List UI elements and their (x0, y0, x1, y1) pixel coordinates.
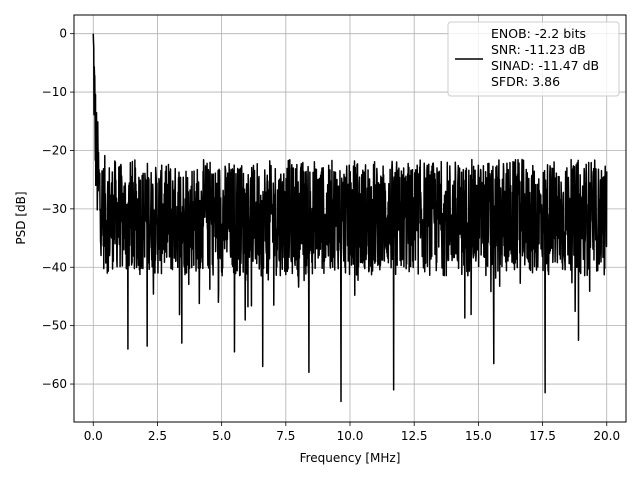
x-tick-label: 17.5 (529, 429, 556, 443)
y-tick-label: 0 (59, 27, 67, 41)
y-tick-label: −60 (42, 377, 67, 391)
x-tick-label: 10.0 (337, 429, 364, 443)
legend-sinad: SINAD: -11.47 dB (491, 58, 599, 73)
legend-enob: ENOB: -2.2 bits (491, 26, 586, 41)
y-tick-label: −30 (42, 202, 67, 216)
x-tick-label: 7.5 (276, 429, 295, 443)
legend-snr: SNR: -11.23 dB (491, 42, 586, 57)
x-tick-label: 12.5 (401, 429, 428, 443)
x-tick-label: 5.0 (212, 429, 231, 443)
y-tick-label: −40 (42, 260, 67, 274)
x-tick-label: 2.5 (148, 429, 167, 443)
x-tick-label: 15.0 (465, 429, 492, 443)
legend: ENOB: -2.2 bits SNR: -11.23 dB SINAD: -1… (447, 21, 620, 97)
x-axis-label: Frequency [MHz] (300, 451, 401, 465)
y-tick-label: −20 (42, 143, 67, 157)
x-axis-ticks: 0.0 2.5 5.0 7.5 10.0 12.5 15.0 17.5 20.0 (84, 422, 620, 443)
y-tick-label: −50 (42, 319, 67, 333)
legend-box (447, 21, 620, 97)
legend-sfdr: SFDR: 3.86 (491, 74, 560, 89)
y-axis-label: PSD [dB] (14, 191, 28, 244)
x-tick-label: 20.0 (593, 429, 620, 443)
y-axis-ticks: 0 −10 −20 −30 −40 −50 −60 (42, 27, 74, 391)
x-tick-label: 0.0 (84, 429, 103, 443)
y-tick-label: −10 (42, 85, 67, 99)
series-line (92, 33, 608, 403)
plot-area (92, 33, 608, 403)
